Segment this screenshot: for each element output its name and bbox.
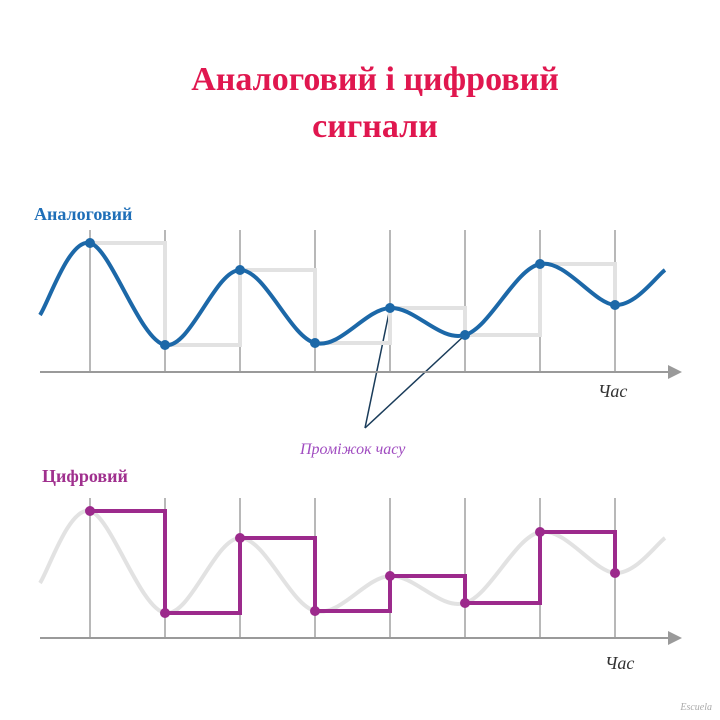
title-line: сигнали	[312, 108, 438, 145]
sample-point	[385, 571, 395, 581]
sample-point	[460, 330, 470, 340]
sample-point	[160, 340, 170, 350]
annotation: Проміжок часу	[299, 441, 406, 458]
digital-label: Цифровий	[42, 466, 128, 486]
analog-label: Аналоговий	[34, 204, 132, 224]
sample-point	[235, 533, 245, 543]
sample-point	[385, 303, 395, 313]
pointer	[364, 334, 466, 429]
shapes	[38, 230, 682, 645]
sample-point	[160, 608, 170, 618]
sample-point	[535, 527, 545, 537]
sample-point	[535, 259, 545, 269]
axis-arrow	[668, 631, 682, 645]
sample-point	[310, 606, 320, 616]
axis-label: Час	[598, 381, 627, 401]
sample-point	[235, 265, 245, 275]
sample-point	[310, 338, 320, 348]
sample-point	[85, 506, 95, 516]
step-ghost	[90, 241, 617, 347]
credit: Escuela	[679, 702, 712, 713]
digital-steps	[90, 509, 617, 615]
sample-point	[610, 300, 620, 310]
pointer	[364, 307, 391, 429]
sample-point	[85, 238, 95, 248]
analog-curve	[38, 240, 667, 348]
axis-label: Час	[605, 653, 634, 673]
curve-ghost	[38, 508, 667, 616]
title-line: Аналоговий і цифровий	[191, 61, 559, 98]
axis-arrow	[668, 365, 682, 379]
sample-point	[610, 568, 620, 578]
sample-point	[460, 598, 470, 608]
